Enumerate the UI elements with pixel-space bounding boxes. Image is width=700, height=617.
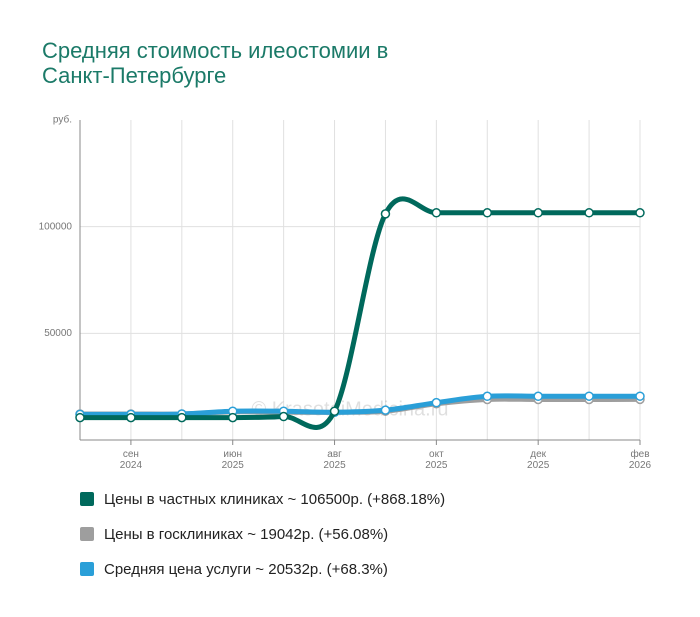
data-point — [482, 391, 493, 402]
data-point — [533, 208, 543, 218]
data-point — [482, 208, 493, 218]
x-tick-label-line: 2025 — [527, 460, 550, 471]
x-tick-label: дек 2025 — [527, 449, 550, 471]
x-tick-label: окт 2025 — [425, 449, 448, 471]
data-point — [533, 391, 543, 402]
data-point — [584, 208, 594, 218]
data-point — [635, 208, 645, 218]
y-tick-label: 50000 — [44, 328, 72, 339]
data-point — [635, 391, 645, 401]
data-point — [278, 411, 289, 422]
y-axis-label: руб. — [53, 114, 72, 126]
x-tick-label-line: авг — [327, 449, 342, 460]
data-point — [75, 412, 85, 423]
x-tick-label-line: июн — [223, 449, 242, 460]
x-tick-label-line: 2024 — [120, 460, 143, 471]
x-tick-label: фев 2026 — [629, 448, 652, 471]
legend-label: Средняя цена услуги ~ 20532р. (+68.3%) — [104, 561, 388, 578]
data-point — [380, 209, 391, 219]
series-line — [80, 196, 640, 430]
data-point — [380, 405, 391, 415]
data-point — [329, 406, 340, 416]
x-tick-label-line: 2025 — [222, 460, 245, 471]
y-tick-label: 100000 — [39, 221, 73, 232]
x-tick-label-line: 2026 — [629, 460, 652, 471]
legend-label: Цены в частных клиниках ~ 106500р. (+868… — [104, 491, 445, 508]
data-point — [431, 397, 442, 408]
legend-swatch — [80, 492, 94, 506]
x-tick-label-line: дек — [530, 449, 546, 460]
legend-label: Цены в госклиниках ~ 19042р. (+56.08%) — [104, 526, 388, 543]
x-tick-label-line: сен — [123, 449, 139, 460]
data-point — [177, 412, 187, 423]
data-point — [126, 412, 136, 423]
data-point — [431, 208, 442, 218]
x-tick-label-line: окт — [429, 449, 444, 460]
x-tick-label: авг 2025 — [323, 449, 346, 471]
x-tick-label-line: 2025 — [323, 460, 346, 471]
chart-title: Средняя стоимость илеостомии в Санкт-Пет… — [42, 38, 389, 88]
x-tick-label-line: 2025 — [425, 460, 448, 471]
x-tick-label: сен 2024 — [120, 449, 143, 471]
data-point — [584, 391, 594, 401]
x-tick-label-line: фев — [630, 448, 649, 460]
legend-swatch — [80, 527, 94, 541]
x-tick-label: июн 2025 — [222, 449, 245, 471]
data-point — [227, 412, 238, 423]
legend-swatch — [80, 562, 94, 576]
